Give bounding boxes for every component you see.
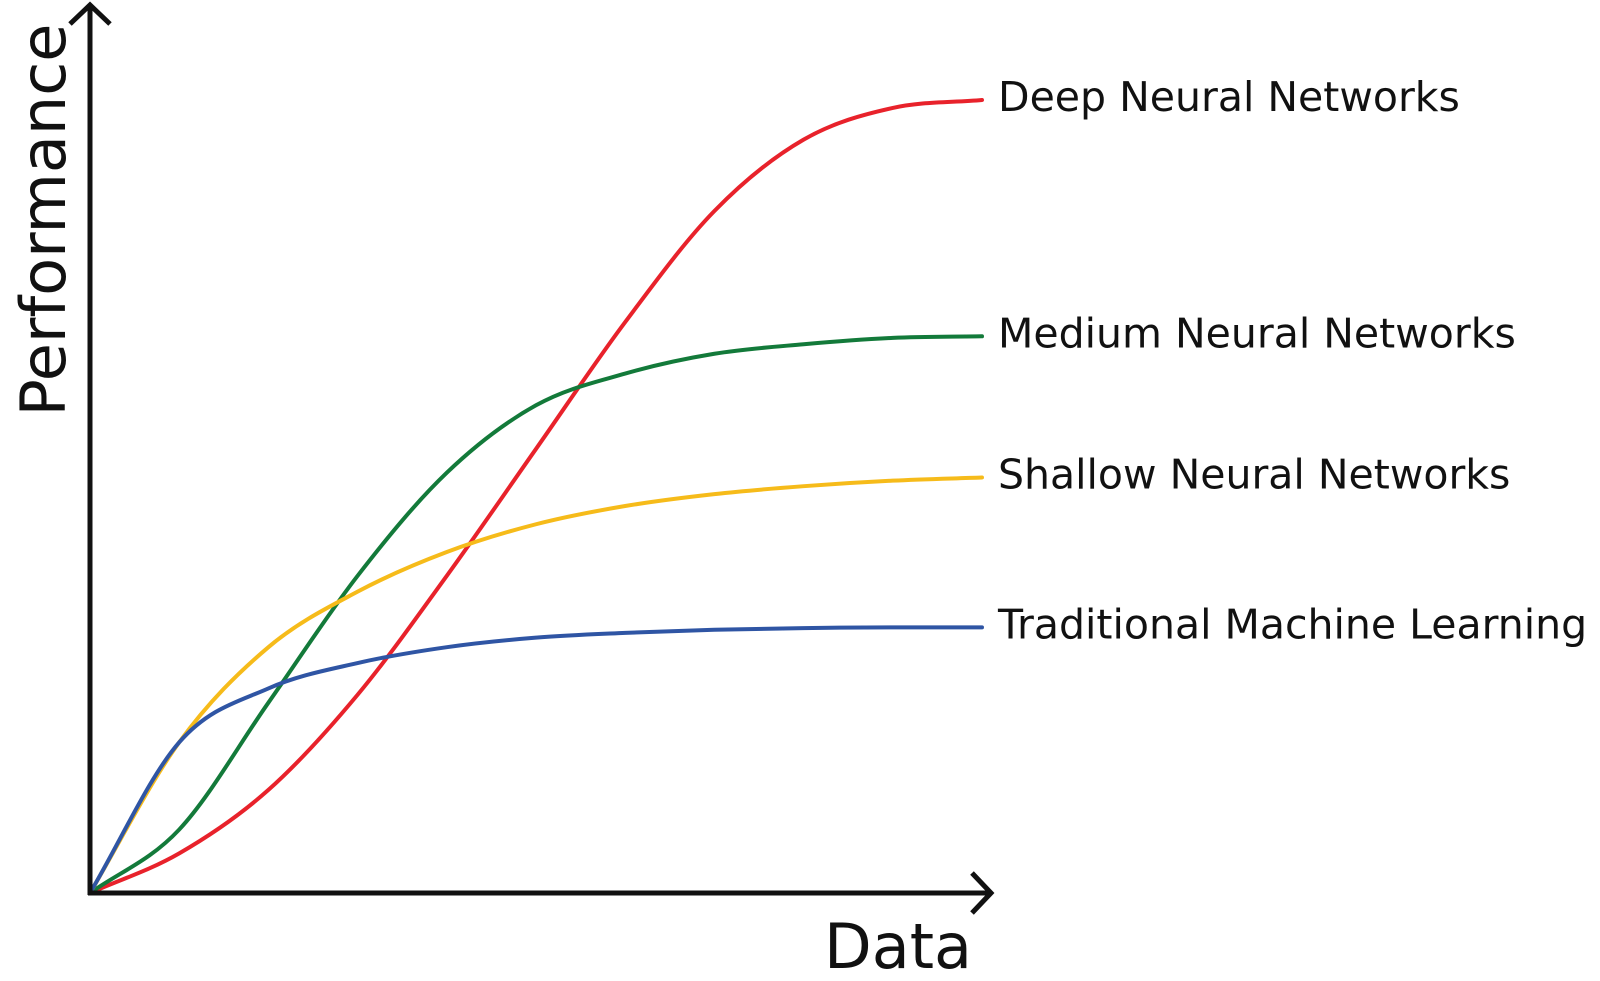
x-axis-arrow-icon: [970, 871, 995, 915]
series-line-deep-neural-networks: [88, 98, 984, 895]
chart-series-labels: Deep Neural Networks Medium Neural Networ…: [997, 73, 1587, 648]
y-axis-arrow-icon: [68, 1, 112, 26]
series-line-traditional-machine-learning: [88, 625, 984, 895]
series-label-traditional-machine-learning: Traditional Machine Learning: [997, 600, 1587, 648]
series-label-deep-neural-networks: Deep Neural Networks: [998, 73, 1460, 121]
series-label-medium-neural-networks: Medium Neural Networks: [998, 309, 1516, 357]
series-line-medium-neural-networks: [88, 334, 984, 895]
series-line-shallow-neural-networks: [88, 475, 984, 895]
chart-series-group: [88, 98, 984, 895]
series-label-shallow-neural-networks: Shallow Neural Networks: [998, 450, 1510, 498]
y-axis-label: Performance: [7, 24, 80, 417]
x-axis-label: Data: [824, 910, 972, 981]
